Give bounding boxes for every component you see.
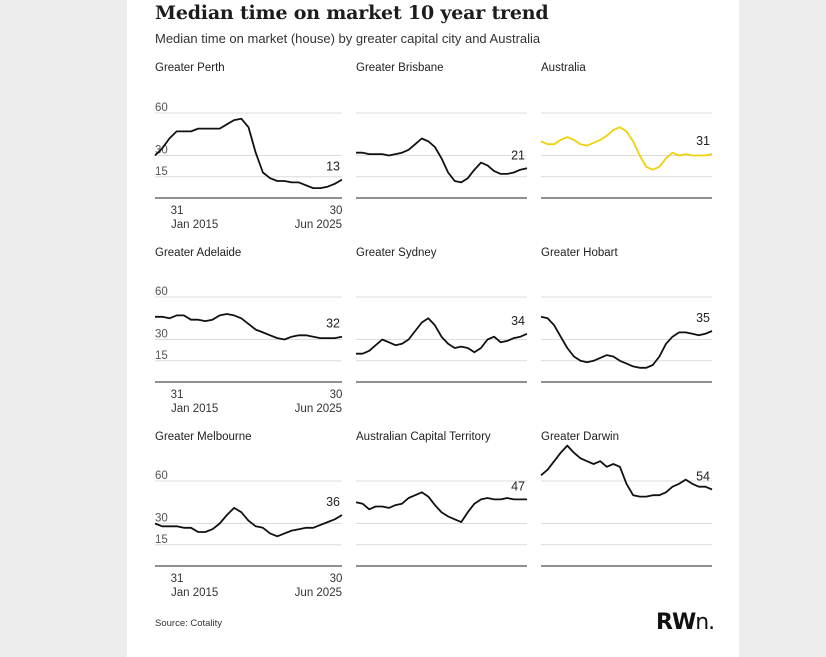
panel-australian-capital-territory: Australian Capital Territory 47 (355, 431, 527, 567)
source-note: Source: Cotality (155, 618, 223, 629)
page-title: Median time on market 10 year trend (155, 2, 549, 24)
x-tick-label: 31 (171, 205, 184, 217)
panel-greater-darwin: Greater Darwin 54 (540, 431, 713, 567)
y-tick-label: 60 (155, 286, 168, 298)
series-line (356, 137, 528, 184)
x-tick-label: 31 (171, 389, 184, 401)
end-value-label: 47 (511, 479, 525, 493)
panel-greater-brisbane: Greater Brisbane 21 (356, 62, 528, 199)
series-line (355, 491, 527, 523)
x-tick-label: 30 (330, 389, 343, 401)
y-tick-label: 30 (155, 329, 168, 341)
panel-australia: Australia 31 (540, 62, 713, 199)
series-line (540, 126, 713, 171)
panel-title: Greater Melbourne (155, 431, 252, 443)
panel-greater-sydney: Greater Sydney 34 (356, 247, 528, 383)
panel-title: Greater Perth (155, 62, 225, 74)
rwn-logo: RWn. (656, 610, 715, 635)
series-line (540, 444, 713, 498)
x-tick-label: 31 (171, 573, 184, 585)
end-value-label: 13 (326, 160, 340, 174)
x-tick-label: Jan 2015 (171, 403, 218, 415)
x-tick-label: Jun 2025 (295, 219, 342, 231)
panel-title: Greater Adelaide (155, 247, 241, 259)
series-line (356, 317, 528, 355)
panel-title: Greater Darwin (541, 431, 619, 443)
series-line (154, 117, 343, 190)
y-tick-label: 15 (155, 350, 168, 362)
x-tick-label: Jan 2015 (171, 587, 218, 599)
panel-title: Australian Capital Territory (356, 431, 491, 443)
y-tick-label: 60 (155, 470, 168, 482)
x-tick-label: Jun 2025 (295, 587, 342, 599)
y-tick-label: 15 (155, 166, 168, 178)
chart-card (127, 0, 739, 657)
x-tick-label: Jan 2015 (171, 219, 218, 231)
series-line (155, 313, 343, 341)
y-tick-label: 60 (155, 102, 168, 114)
series-line (154, 506, 343, 538)
series-line (540, 315, 713, 369)
panel-greater-hobart: Greater Hobart 35 (540, 247, 713, 383)
panel-title: Australia (541, 62, 586, 74)
panel-title: Greater Sydney (356, 247, 437, 259)
x-tick-label: 30 (330, 573, 343, 585)
panel-title: Greater Brisbane (356, 62, 444, 74)
panel-title: Greater Hobart (541, 247, 619, 259)
y-tick-label: 15 (155, 534, 168, 546)
y-tick-label: 30 (155, 513, 168, 525)
panel-greater-melbourne: Greater Melbourne 60 30 15 36 31 Jan 2015 30 Jun… (154, 431, 343, 599)
end-value-label: 54 (696, 470, 710, 484)
end-value-label: 21 (511, 148, 525, 162)
x-tick-label: Jun 2025 (295, 403, 342, 415)
end-value-label: 31 (696, 134, 710, 148)
end-value-label: 36 (326, 495, 340, 509)
end-value-label: 34 (511, 314, 525, 328)
x-tick-label: 30 (330, 205, 343, 217)
end-value-label: 32 (326, 317, 340, 331)
panel-greater-adelaide: Greater Adelaide 60 30 15 32 31 Jan 2015 30 Jun … (155, 247, 342, 415)
end-value-label: 35 (696, 311, 710, 325)
page-subtitle: Median time on market (house) by greater… (155, 31, 541, 46)
